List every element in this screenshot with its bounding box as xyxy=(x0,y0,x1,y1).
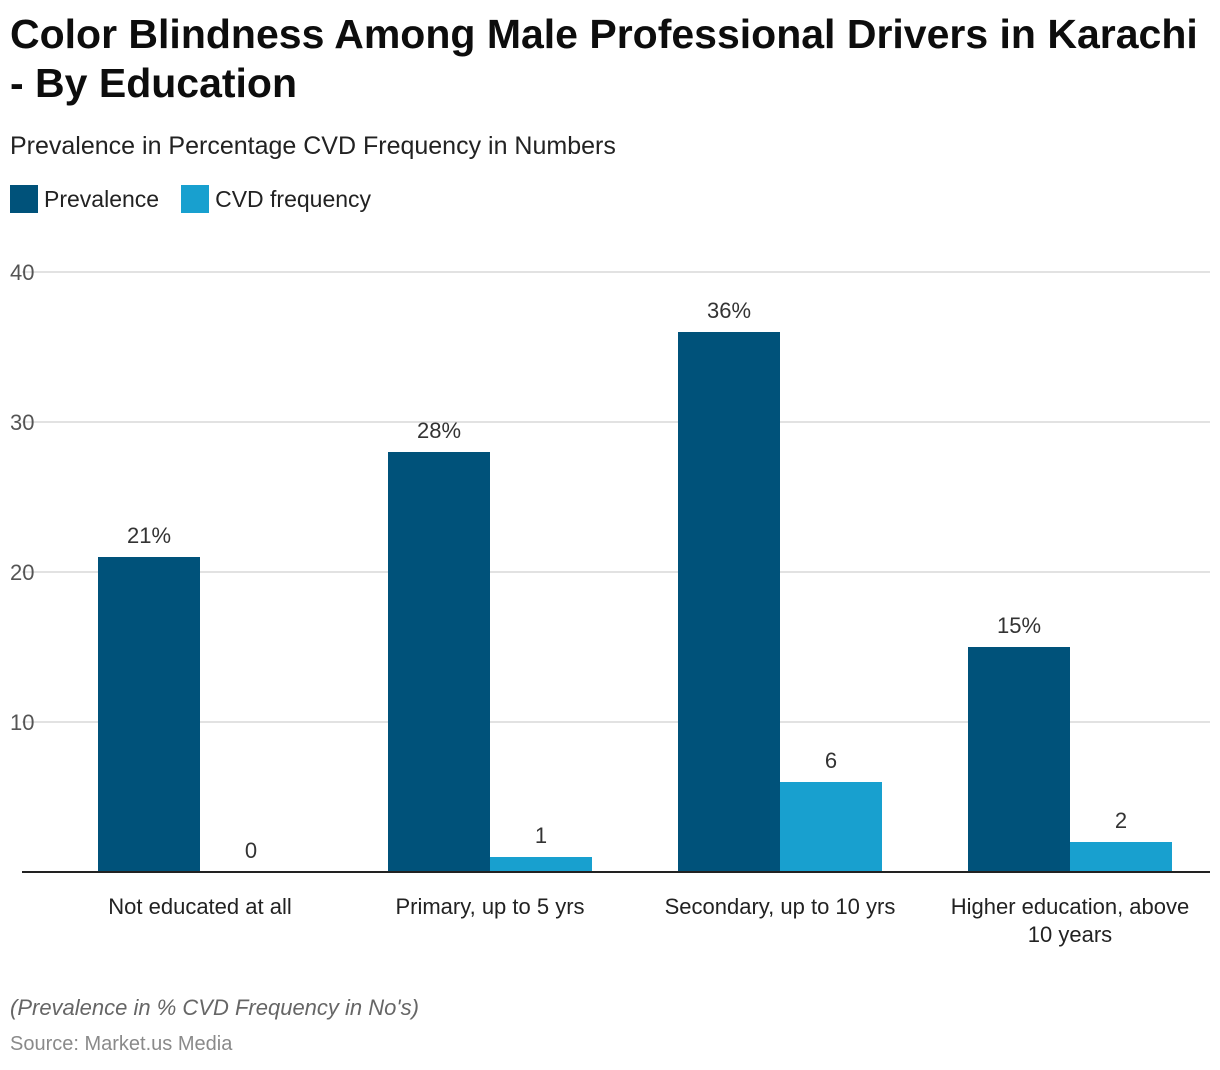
legend-label-cvd-frequency: CVD frequency xyxy=(215,185,372,212)
data-label: 6 xyxy=(825,748,837,773)
bar xyxy=(1070,842,1172,872)
y-tick-label: 10 xyxy=(10,710,34,735)
legend: Prevalence CVD frequency xyxy=(10,185,393,213)
bar xyxy=(968,647,1070,872)
legend-swatch-cvd-frequency xyxy=(181,185,210,213)
x-tick-label: Primary, up to 5 yrs xyxy=(395,894,584,919)
legend-item-prevalence[interactable]: Prevalence xyxy=(10,185,159,213)
chart-title: Color Blindness Among Male Professional … xyxy=(10,11,1198,106)
chart-source: Source: Market.us Media xyxy=(10,1033,233,1055)
x-tick-label: Not educated at all xyxy=(108,894,291,919)
data-label: 15% xyxy=(997,613,1041,638)
bar xyxy=(98,557,200,872)
data-label: 2 xyxy=(1115,808,1127,833)
legend-swatch-prevalence xyxy=(10,185,38,213)
x-tick-label: 10 years xyxy=(1028,922,1112,947)
data-label: 36% xyxy=(707,298,751,323)
legend-label-prevalence: Prevalence xyxy=(44,185,160,212)
chart-subtitle: Prevalence in Percentage CVD Frequency i… xyxy=(10,132,616,160)
data-label: 28% xyxy=(417,418,461,443)
x-tick-label: Higher education, above xyxy=(951,894,1190,919)
data-label: 1 xyxy=(535,823,547,848)
chart-footnote: (Prevalence in % CVD Frequency in No's) xyxy=(10,995,419,1020)
bar xyxy=(490,857,592,872)
y-tick-label: 40 xyxy=(10,260,34,285)
bar xyxy=(678,332,780,872)
bar-chart: 10 20 30 40 21% 0 Not educated at all 28% 1 Prima… xyxy=(10,260,1210,947)
legend-item-cvd-frequency[interactable]: CVD frequency xyxy=(181,185,371,213)
bar xyxy=(780,782,882,872)
bar xyxy=(388,452,490,872)
data-label: 0 xyxy=(245,838,257,863)
x-tick-label: Secondary, up to 10 yrs xyxy=(665,894,896,919)
y-tick-label: 30 xyxy=(10,410,34,435)
data-label: 21% xyxy=(127,523,171,548)
y-tick-label: 20 xyxy=(10,560,34,585)
